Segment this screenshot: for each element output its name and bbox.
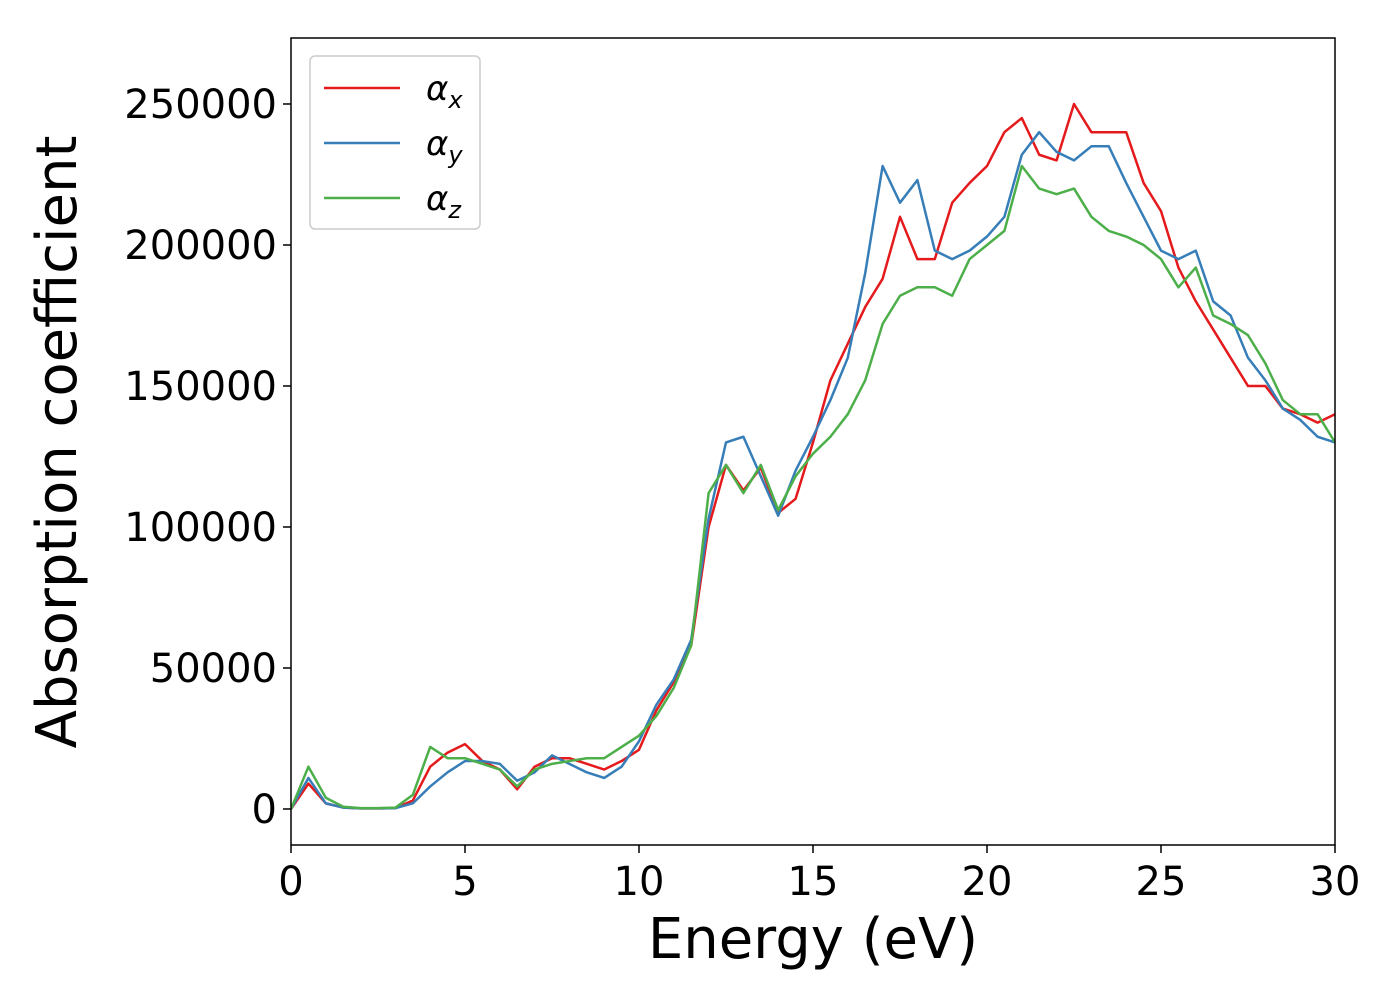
y-tick-label: 200000	[124, 223, 277, 269]
x-tick-label: 25	[1136, 859, 1187, 905]
y-axis-label: Absorption coefficient	[25, 136, 90, 749]
x-tick-label: 5	[452, 859, 477, 905]
x-tick-label: 30	[1310, 859, 1361, 905]
y-tick-label: 100000	[124, 505, 277, 551]
legend-label: αy	[426, 124, 463, 169]
x-tick-label: 15	[788, 859, 839, 905]
plot-frame	[290, 37, 1336, 846]
y-tick-label: 150000	[124, 364, 277, 410]
y-tick-label: 0	[252, 787, 277, 833]
series-line	[291, 130, 1335, 810]
y-tick-label: 250000	[124, 82, 277, 128]
series-line	[291, 164, 1335, 810]
legend-label: αz	[426, 179, 462, 224]
x-axis-label: Energy (eV)	[648, 907, 978, 972]
x-tick-label: 20	[962, 859, 1013, 905]
x-tick-label: 0	[278, 859, 303, 905]
x-tick-label: 10	[614, 859, 665, 905]
legend-label: αx	[426, 69, 463, 114]
series-line	[291, 102, 1335, 810]
y-tick-label: 50000	[150, 646, 277, 692]
